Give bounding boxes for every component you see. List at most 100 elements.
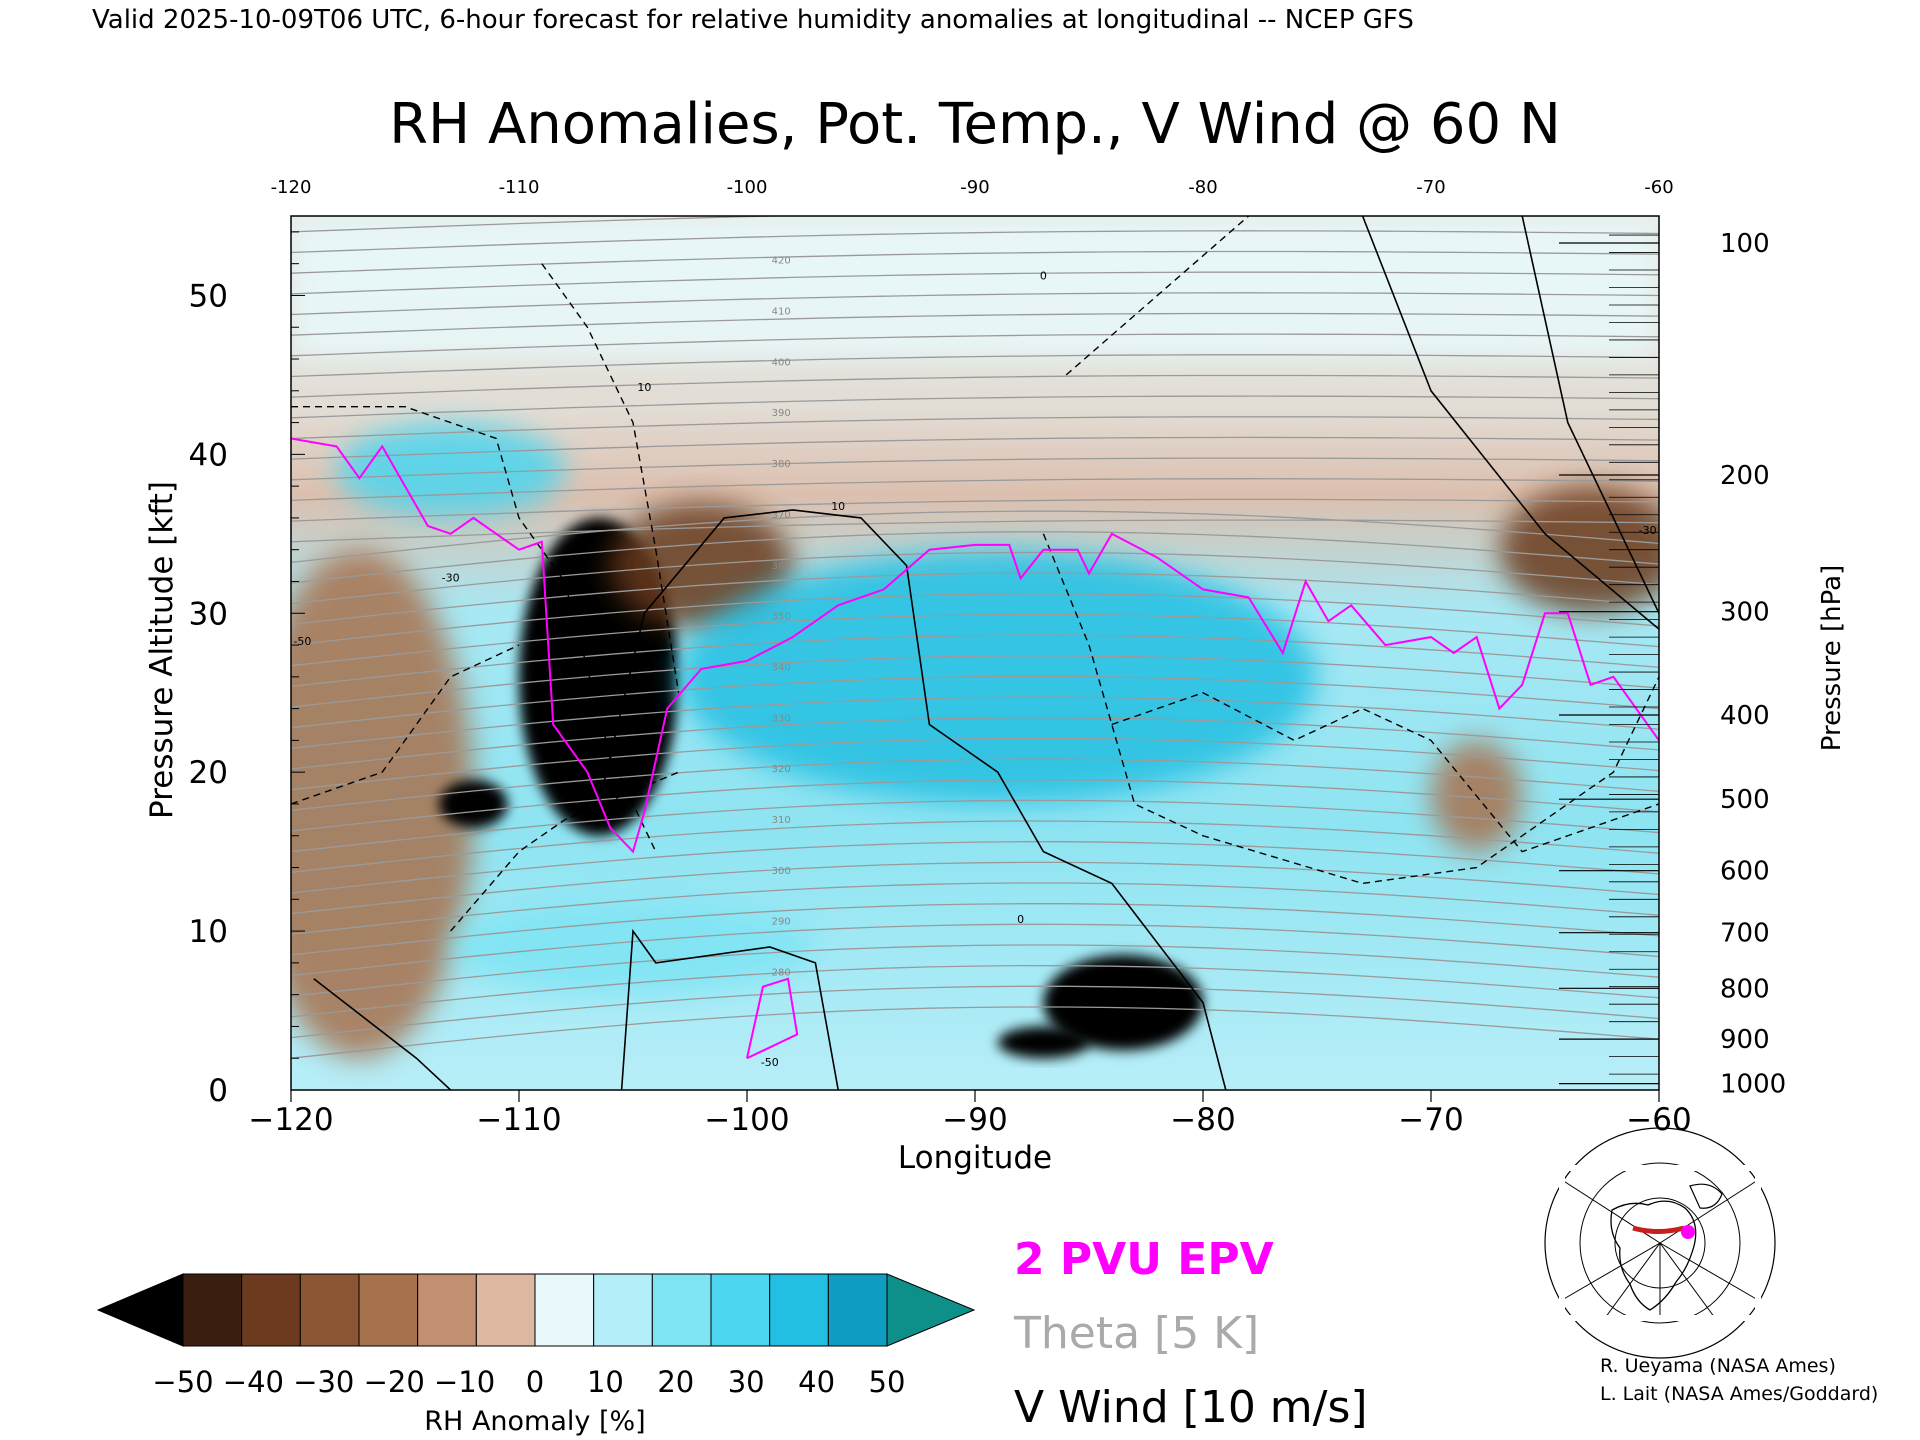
theta-contour [291, 964, 1659, 1018]
theta-contour [291, 779, 1659, 832]
theta-contour-label: 420 [772, 256, 791, 267]
rh-anomaly-region [1043, 954, 1203, 1051]
theta-contour [291, 333, 1659, 357]
x-axis-label: Longitude [898, 1140, 1052, 1176]
legend-vwind: V Wind [10 m/s] [1014, 1382, 1368, 1433]
top-longitude-labels: -120 -110 -100 -90 -80 -70 -60 [271, 177, 1674, 198]
wind-contour-label: -50 [761, 1056, 779, 1069]
theta-contour [291, 519, 1659, 543]
theta-contour [291, 1006, 1659, 1059]
top-longitude-tick-label: -100 [727, 177, 768, 198]
epv-2pvu-line [746, 977, 799, 1060]
theta-contour [291, 820, 1659, 873]
wind-contour-label: 0 [1040, 270, 1047, 283]
colorbar-segment [593, 1273, 653, 1347]
theta-contour [291, 457, 1659, 481]
credit-lait: L. Lait (NASA Ames/Goddard) [1600, 1383, 1878, 1405]
pressure-tick-label: 700 [1720, 919, 1770, 949]
colorbar-segment [241, 1273, 301, 1347]
legend-epv: 2 PVU EPV [1014, 1234, 1274, 1285]
legend: 2 PVU EPV Theta [5 K] V Wind [10 m/s] [1013, 1234, 1368, 1433]
theta-contour [291, 216, 799, 233]
map-coastline [1610, 1200, 1697, 1311]
theta-contour [291, 634, 1659, 688]
theta-contour-label: 350 [772, 612, 791, 623]
longitude-tick-label: −110 [476, 1102, 561, 1138]
rh-anomaly-region [439, 780, 508, 828]
theta-contour [291, 841, 1659, 894]
bottom-axis-ticks [290, 1090, 1660, 1102]
theta-contour [291, 737, 1659, 791]
theta-contour [291, 230, 1659, 254]
theta-contour-label: 380 [772, 459, 791, 470]
theta-contour-label: 360 [772, 561, 791, 572]
legend-theta: Theta [5 K] [1013, 1308, 1259, 1359]
right-axis-ticks [1559, 234, 1659, 1085]
left-axis-ticks [291, 231, 305, 1091]
theta-contour [291, 374, 1659, 398]
wind-contour-dashed [291, 405, 657, 852]
theta-contour-label: 320 [772, 764, 791, 775]
theta-contour [291, 510, 1659, 564]
theta-contour-label: 370 [772, 510, 791, 521]
rh-anomaly-region [291, 549, 474, 1059]
top-longitude-tick-label: -110 [499, 177, 540, 198]
colorbar-tick-label: −30 [293, 1365, 354, 1399]
wind-contour-dashed [1065, 216, 1250, 376]
rh-anomaly-region [610, 502, 793, 630]
theta-contour [291, 717, 1659, 770]
pressure-tick-label: 300 [1720, 598, 1770, 628]
locator-map [1544, 1127, 1776, 1359]
colorbar-segment [651, 1273, 712, 1347]
top-longitude-tick-label: -60 [1644, 177, 1673, 198]
epv-2pvu-layer [291, 437, 1659, 1060]
theta-contour [291, 436, 1659, 460]
theta-contour [291, 882, 1659, 935]
rh-anomaly-region [291, 216, 1659, 360]
plot-area: 420 410 400 390 380 370 360 350 340 330 320 310 300 2… [290, 215, 1660, 1102]
theta-contour [291, 312, 1659, 336]
wind-contour-label: 10 [637, 381, 651, 394]
wind-contour-label: -30 [442, 571, 460, 584]
theta-contour [291, 292, 1659, 316]
theta-contour-label: 290 [772, 917, 791, 928]
altitude-tick-label: 40 [189, 437, 228, 473]
longitude-tick-label: −60 [1626, 1102, 1691, 1138]
bottom-longitude-labels: −120 −110 −100 −90 −80 −70 −60 [248, 1102, 1691, 1138]
colorbar-tick-label: 10 [587, 1365, 624, 1399]
pressure-tick-label: 500 [1720, 785, 1770, 815]
y-axis-label-right: Pressure [hPa] [1817, 565, 1847, 752]
colorbar-tick-label: 0 [526, 1365, 544, 1399]
theta-contour-label: 280 [772, 968, 791, 979]
colorbar-tick-label: 50 [869, 1365, 906, 1399]
chart-title: RH Anomalies, Pot. Temp., V Wind @ 60 N [389, 92, 1561, 157]
wind-contour-solid [620, 928, 839, 1090]
theta-contour [291, 478, 1659, 502]
colorbar-segment [299, 1273, 360, 1347]
valid-time-header: Valid 2025-10-09T06 UTC, 6-hour forecast… [92, 5, 1414, 35]
theta-contour [291, 250, 1659, 274]
wind-contour-label: 10 [831, 500, 845, 513]
pressure-tick-label: 200 [1720, 461, 1770, 491]
wind-contour-label: -30 [1639, 524, 1657, 537]
credit-ueyama: R. Ueyama (NASA Ames) [1600, 1355, 1836, 1377]
theta-contour [291, 271, 1659, 295]
theta-contour [291, 416, 1659, 440]
colorbar-tick-label: −20 [364, 1365, 425, 1399]
longitude-tick-label: −90 [942, 1102, 1007, 1138]
theta-contour [291, 531, 1659, 584]
theta-contour [291, 861, 1659, 915]
map-globe-ring [1544, 1127, 1776, 1359]
epv-2pvu-line [291, 437, 1659, 854]
theta-contour-label: 330 [772, 713, 791, 724]
pressure-tick-label: 1000 [1720, 1070, 1786, 1100]
theta-contour-label: 410 [772, 307, 791, 318]
colorbar-segment [827, 1273, 888, 1347]
colorbar-segment [769, 1273, 829, 1347]
wind-contour-solid [598, 509, 1227, 1090]
colorbar-segment [417, 1273, 477, 1347]
top-longitude-tick-label: -120 [271, 177, 312, 198]
colorbar-segment [358, 1273, 419, 1347]
wind-contour-dashed [541, 263, 680, 693]
